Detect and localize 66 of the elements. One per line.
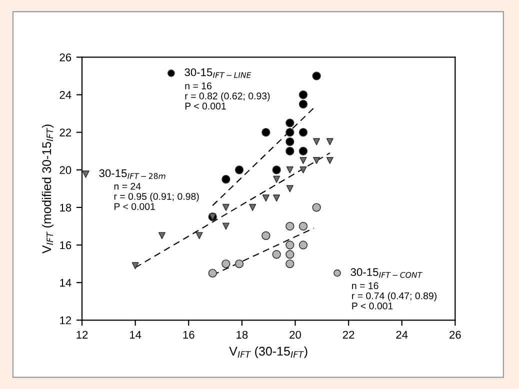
point	[262, 128, 270, 137]
annotation: n = 24 r = 0.95 (0.91; 0.98) P < 0.001	[114, 182, 199, 210]
point	[234, 166, 244, 174]
point	[298, 128, 308, 137]
point	[132, 262, 139, 270]
point	[222, 222, 230, 230]
point	[273, 176, 280, 183]
point	[222, 204, 230, 211]
x-tick-label: 18	[236, 330, 248, 339]
point	[312, 72, 321, 80]
point	[196, 232, 203, 240]
x-tick-label: 16	[183, 330, 194, 339]
x-axis-title: V$_{IFT}$ (30-15$_{IFT}$)	[229, 346, 308, 358]
point	[286, 128, 294, 137]
point	[286, 259, 294, 268]
point	[249, 204, 256, 211]
y-tick-label: 24	[60, 91, 72, 99]
y-tick-label: 18	[60, 204, 72, 212]
point	[262, 194, 270, 202]
point	[326, 138, 334, 146]
point	[286, 146, 294, 156]
point	[286, 250, 294, 259]
x-tick-label: 24	[396, 330, 408, 339]
point	[286, 240, 294, 250]
point	[298, 100, 308, 108]
point	[286, 137, 294, 146]
point	[313, 156, 320, 164]
point	[286, 118, 294, 128]
x-tick-label: 14	[130, 330, 142, 339]
point	[158, 232, 166, 240]
y-tick-label: 22	[60, 128, 72, 136]
point	[298, 240, 308, 250]
y-tick-label: 20	[60, 166, 72, 174]
annotation: n = 16 r = 0.74 (0.47; 0.89) P < 0.001	[352, 282, 436, 310]
point	[262, 231, 270, 240]
point	[222, 259, 230, 268]
legend-label: 30-15$_{IFT−28m}$	[99, 169, 166, 179]
x-tick-label: 12	[76, 330, 88, 339]
y-tick-label: 12	[60, 316, 72, 324]
point	[300, 156, 307, 164]
legend-label: 30-15$_{IFT−CONT}$	[350, 268, 423, 278]
point	[272, 166, 281, 174]
point	[298, 146, 308, 156]
point	[222, 174, 230, 184]
point	[298, 222, 308, 231]
point	[286, 185, 294, 192]
point	[312, 203, 321, 212]
y-tick-label: 16	[60, 241, 72, 250]
y-tick-label: 26	[60, 53, 72, 62]
point	[234, 259, 244, 268]
point	[326, 156, 334, 164]
point	[313, 138, 320, 146]
legend-label: 30-15$_{IFT−LINE}$	[184, 68, 252, 78]
x-tick-label: 20	[290, 330, 301, 339]
point	[208, 268, 217, 278]
point	[286, 222, 294, 231]
y-tick-label: 14	[60, 278, 72, 287]
y-axis-title: V$_{IFT}$ (modified 30-15$_{IFT}$)	[42, 124, 54, 254]
x-tick-label: 26	[450, 330, 461, 339]
point	[300, 166, 307, 174]
x-tick-label: 22	[342, 330, 354, 339]
point	[298, 90, 308, 100]
annotation: n = 16 r = 0.82 (0.62; 0.93) P < 0.001	[185, 82, 270, 110]
point	[273, 194, 280, 202]
point	[286, 166, 294, 174]
point	[272, 250, 281, 259]
